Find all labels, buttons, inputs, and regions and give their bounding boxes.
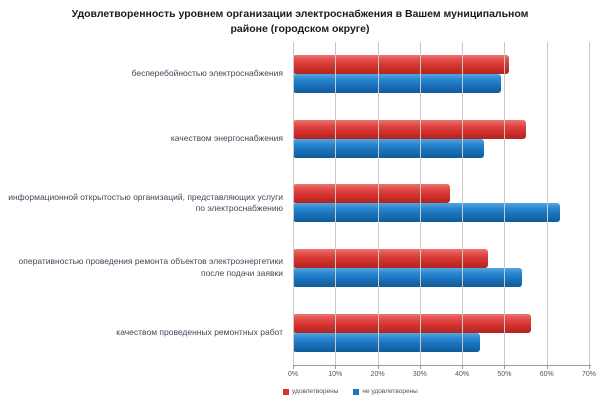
x-tick-label: 10%	[328, 371, 343, 378]
category-label-text: информационной открытостью организаций, …	[8, 191, 283, 214]
x-axis-line	[293, 365, 591, 366]
legend-label: удовлетворены	[292, 388, 339, 395]
chart-title-line2: районе (городском округе)	[230, 23, 370, 36]
bar-not-satisfied	[293, 74, 501, 94]
bar-not-satisfied	[293, 332, 480, 352]
x-tick-label: 0%	[287, 371, 299, 378]
x-tick-mark	[504, 365, 506, 369]
bar-not-satisfied	[293, 138, 484, 158]
x-tick-label: 50%	[497, 371, 512, 378]
chart-title-line1: Удовлетворенность уровнем организации эл…	[71, 8, 529, 20]
category-label-text: качеством проведенных ремонтных работ	[116, 326, 283, 337]
legend-item: не удовлетворены	[353, 388, 418, 395]
bar-satisfied	[293, 55, 510, 75]
gridline	[546, 42, 548, 365]
x-tick-mark	[335, 365, 337, 369]
gridline	[589, 42, 590, 365]
category-label-text: качеством энергоснабжения	[170, 132, 283, 143]
bar-satisfied	[293, 249, 489, 269]
gridline	[377, 42, 379, 365]
chart-title: Удовлетворенность уровнем организации эл…	[30, 7, 570, 37]
bar-not-satisfied	[293, 203, 561, 223]
bar-group	[293, 42, 590, 107]
x-tick-label: 20%	[370, 371, 385, 378]
category-axis-labels: бесперебойностью электроснабжения качеств…	[0, 42, 288, 365]
category-label: бесперебойностью электроснабжения	[0, 42, 288, 107]
plot-area	[293, 42, 590, 365]
gridline	[335, 42, 337, 365]
category-label-text: бесперебойностью электроснабжения	[131, 68, 283, 79]
x-tick-mark	[419, 365, 421, 369]
bar-group	[293, 300, 590, 365]
bar-group	[293, 107, 590, 172]
x-tick-mark	[377, 365, 379, 369]
gridline	[504, 42, 506, 365]
legend-item: удовлетворены	[283, 388, 338, 395]
category-label: информационной открытостью организаций, …	[0, 171, 288, 236]
x-tick-mark	[293, 365, 294, 369]
bar-not-satisfied	[293, 268, 523, 288]
x-tick-label: 30%	[412, 371, 427, 378]
x-tick-mark	[546, 365, 548, 369]
legend-swatch-icon	[353, 388, 360, 395]
chart-legend: удовлетворены не удовлетворены	[283, 388, 418, 395]
bar-satisfied	[293, 184, 450, 204]
gridline	[462, 42, 464, 365]
category-label: оперативностью проведения ремонта объект…	[0, 236, 288, 301]
gridline	[419, 42, 421, 365]
category-label: качеством проведенных ремонтных работ	[0, 300, 288, 365]
x-tick-label: 60%	[539, 371, 554, 378]
bar-group	[293, 236, 590, 301]
bar-group	[293, 171, 590, 236]
gridline	[293, 42, 294, 365]
x-tick-label: 70%	[581, 371, 596, 378]
category-label: качеством энергоснабжения	[0, 107, 288, 172]
bars-area	[293, 42, 590, 365]
bar-satisfied	[293, 313, 531, 333]
x-tick-mark	[462, 365, 464, 369]
x-tick-mark	[589, 365, 590, 369]
x-tick-label: 40%	[455, 371, 470, 378]
category-label-text: оперативностью проведения ремонта объект…	[18, 256, 283, 279]
legend-label: не удовлетворены	[362, 388, 418, 395]
legend-swatch-icon	[283, 388, 289, 395]
bar-satisfied	[293, 119, 527, 139]
